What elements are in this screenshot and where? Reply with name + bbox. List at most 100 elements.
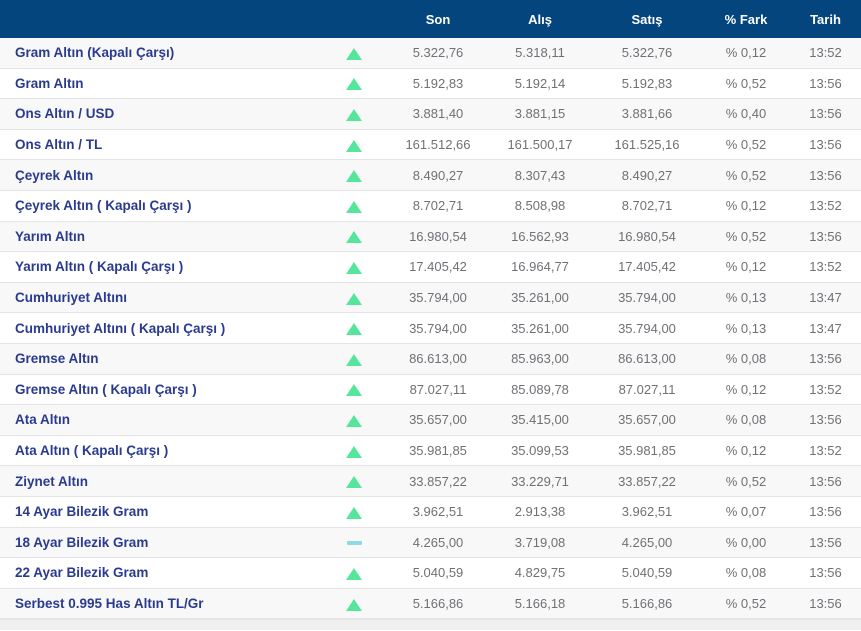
up-arrow-icon: [346, 506, 362, 519]
fark-value: % 0,52: [702, 221, 790, 253]
tarih-value: 13:56: [790, 68, 861, 100]
alis-value: 33.229,71: [488, 465, 592, 497]
satis-value: 35.981,85: [592, 435, 702, 467]
up-arrow-icon: [346, 170, 362, 183]
fark-value: % 0,13: [702, 312, 790, 344]
direction-cell: [320, 343, 388, 375]
flat-dash-icon: [346, 541, 362, 546]
instrument-name[interactable]: Ata Altın ( Kapalı Çarşı ): [0, 435, 320, 467]
direction-cell: [320, 282, 388, 314]
up-arrow-icon: [346, 476, 362, 489]
son-value: 5.166,86: [388, 588, 488, 620]
fark-value: % 0,12: [702, 38, 790, 69]
instrument-name[interactable]: Ata Altın: [0, 404, 320, 436]
table-row[interactable]: Ons Altın / USD 3.881,40 3.881,15 3.881,…: [0, 98, 861, 130]
direction-cell: [320, 557, 388, 589]
table-row[interactable]: Ziynet Altın 33.857,22 33.229,71 33.857,…: [0, 465, 861, 497]
direction-cell: [320, 221, 388, 253]
instrument-name[interactable]: Yarım Altın: [0, 221, 320, 253]
footer-strip: [0, 619, 861, 631]
son-value: 3.962,51: [388, 496, 488, 528]
table-row[interactable]: Ata Altın 35.657,00 35.415,00 35.657,00 …: [0, 404, 861, 436]
satis-value: 5.040,59: [592, 557, 702, 589]
instrument-name[interactable]: Yarım Altın ( Kapalı Çarşı ): [0, 251, 320, 283]
instrument-name[interactable]: Serbest 0.995 Has Altın TL/Gr: [0, 588, 320, 620]
instrument-name[interactable]: Cumhuriyet Altını: [0, 282, 320, 314]
tarih-value: 13:47: [790, 282, 861, 314]
table-row[interactable]: Çeyrek Altın ( Kapalı Çarşı ) 8.702,71 8…: [0, 190, 861, 222]
satis-value: 35.657,00: [592, 404, 702, 436]
fark-value: % 0,13: [702, 282, 790, 314]
direction-cell: [320, 465, 388, 497]
table-row[interactable]: Ons Altın / TL 161.512,66 161.500,17 161…: [0, 129, 861, 161]
satis-value: 87.027,11: [592, 374, 702, 406]
table-row[interactable]: 18 Ayar Bilezik Gram 4.265,00 3.719,08 4…: [0, 527, 861, 559]
header-row: Son Alış Satış % Fark Tarih: [0, 0, 861, 38]
tarih-value: 13:56: [790, 343, 861, 375]
son-value: 5.040,59: [388, 557, 488, 589]
instrument-name[interactable]: Ziynet Altın: [0, 465, 320, 497]
up-arrow-icon: [346, 567, 362, 580]
satis-value: 3.962,51: [592, 496, 702, 528]
table-row[interactable]: Çeyrek Altın 8.490,27 8.307,43 8.490,27 …: [0, 159, 861, 191]
table-row[interactable]: Gremse Altın 86.613,00 85.963,00 86.613,…: [0, 343, 861, 375]
table-row[interactable]: Gram Altın (Kapalı Çarşı) 5.322,76 5.318…: [0, 38, 861, 69]
direction-cell: [320, 312, 388, 344]
instrument-name[interactable]: Çeyrek Altın: [0, 159, 320, 191]
alis-value: 5.166,18: [488, 588, 592, 620]
son-value: 8.490,27: [388, 159, 488, 191]
instrument-name[interactable]: Gram Altın: [0, 68, 320, 100]
son-value: 35.794,00: [388, 312, 488, 344]
direction-cell: [320, 588, 388, 620]
table-row[interactable]: Gram Altın 5.192,83 5.192,14 5.192,83 % …: [0, 68, 861, 100]
up-arrow-icon: [346, 78, 362, 91]
header-satis: Satış: [592, 0, 702, 38]
up-arrow-icon: [346, 353, 362, 366]
table-row[interactable]: Cumhuriyet Altını 35.794,00 35.261,00 35…: [0, 282, 861, 314]
table-row[interactable]: Yarım Altın ( Kapalı Çarşı ) 17.405,42 1…: [0, 251, 861, 283]
alis-value: 8.508,98: [488, 190, 592, 222]
alis-value: 3.719,08: [488, 527, 592, 559]
fark-value: % 0,08: [702, 343, 790, 375]
up-arrow-icon: [346, 109, 362, 122]
instrument-name[interactable]: 18 Ayar Bilezik Gram: [0, 527, 320, 559]
alis-value: 35.261,00: [488, 282, 592, 314]
alis-value: 161.500,17: [488, 129, 592, 161]
fark-value: % 0,12: [702, 435, 790, 467]
table-row[interactable]: Cumhuriyet Altını ( Kapalı Çarşı ) 35.79…: [0, 312, 861, 344]
instrument-name[interactable]: Gremse Altın ( Kapalı Çarşı ): [0, 374, 320, 406]
header-fark: % Fark: [702, 0, 790, 38]
table-row[interactable]: Gremse Altın ( Kapalı Çarşı ) 87.027,11 …: [0, 374, 861, 406]
son-value: 17.405,42: [388, 251, 488, 283]
satis-value: 5.322,76: [592, 38, 702, 69]
instrument-name[interactable]: Ons Altın / USD: [0, 98, 320, 130]
table-row[interactable]: Ata Altın ( Kapalı Çarşı ) 35.981,85 35.…: [0, 435, 861, 467]
instrument-name[interactable]: 22 Ayar Bilezik Gram: [0, 557, 320, 589]
gold-table-body: Gram Altın (Kapalı Çarşı) 5.322,76 5.318…: [0, 38, 861, 620]
table-row[interactable]: 14 Ayar Bilezik Gram 3.962,51 2.913,38 3…: [0, 496, 861, 528]
instrument-name[interactable]: Çeyrek Altın ( Kapalı Çarşı ): [0, 190, 320, 222]
instrument-name[interactable]: Cumhuriyet Altını ( Kapalı Çarşı ): [0, 312, 320, 344]
alis-value: 35.261,00: [488, 312, 592, 344]
satis-value: 86.613,00: [592, 343, 702, 375]
table-row[interactable]: 22 Ayar Bilezik Gram 5.040,59 4.829,75 5…: [0, 557, 861, 589]
table-header: Son Alış Satış % Fark Tarih: [0, 0, 861, 38]
satis-value: 16.980,54: [592, 221, 702, 253]
fark-value: % 0,40: [702, 98, 790, 130]
fark-value: % 0,52: [702, 465, 790, 497]
tarih-value: 13:56: [790, 98, 861, 130]
instrument-name[interactable]: Ons Altın / TL: [0, 129, 320, 161]
direction-cell: [320, 190, 388, 222]
fark-value: % 0,08: [702, 404, 790, 436]
instrument-name[interactable]: 14 Ayar Bilezik Gram: [0, 496, 320, 528]
son-value: 35.981,85: [388, 435, 488, 467]
alis-value: 35.415,00: [488, 404, 592, 436]
direction-cell: [320, 527, 388, 559]
alis-value: 16.964,77: [488, 251, 592, 283]
instrument-name[interactable]: Gram Altın (Kapalı Çarşı): [0, 38, 320, 69]
table-row[interactable]: Serbest 0.995 Has Altın TL/Gr 5.166,86 5…: [0, 588, 861, 620]
son-value: 33.857,22: [388, 465, 488, 497]
instrument-name[interactable]: Gremse Altın: [0, 343, 320, 375]
fark-value: % 0,07: [702, 496, 790, 528]
table-row[interactable]: Yarım Altın 16.980,54 16.562,93 16.980,5…: [0, 221, 861, 253]
